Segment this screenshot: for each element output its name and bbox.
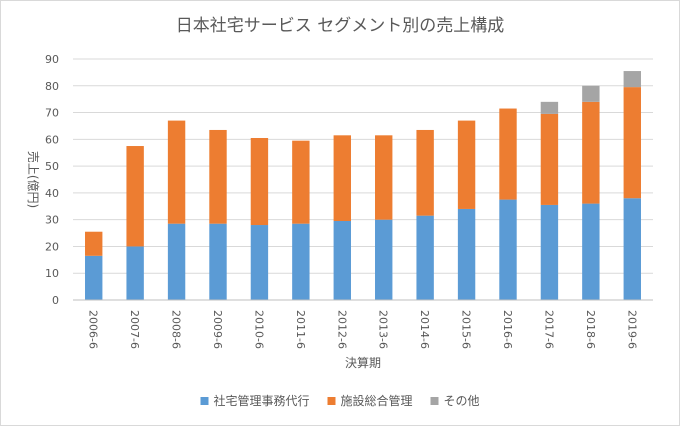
- x-tick-label: 2016-6: [501, 310, 514, 349]
- bar-segment: [209, 129, 227, 224]
- bars: [85, 71, 641, 300]
- bar-segment: [457, 120, 476, 209]
- y-tick-label: 10: [45, 267, 59, 280]
- y-tick-label: 50: [45, 160, 59, 173]
- bar-segment: [375, 219, 393, 300]
- bar-segment: [85, 255, 103, 300]
- gridlines: [73, 58, 653, 274]
- legend-label: 施設総合管理: [341, 393, 413, 408]
- legend-swatch: [327, 397, 336, 405]
- bar-segment: [85, 231, 103, 256]
- legend-swatch: [430, 397, 439, 405]
- bar-segment: [333, 221, 351, 300]
- bar-segment: [623, 198, 641, 300]
- x-tick-label: 2008-6: [170, 310, 183, 349]
- bar-segment: [623, 71, 641, 88]
- x-tick-label: 2007-6: [128, 310, 141, 349]
- y-tick-label: 20: [45, 240, 59, 253]
- legend: 社宅管理事務代行 施設総合管理 その他: [200, 393, 480, 408]
- bar-segment: [333, 135, 351, 222]
- x-tick-label: 2019-6: [625, 310, 638, 349]
- x-tick-label: 2017-6: [542, 310, 555, 349]
- bar-segment: [540, 101, 559, 114]
- bar-segment: [209, 223, 227, 300]
- chart-title: 日本社宅サービス セグメント別の売上構成: [175, 16, 505, 36]
- x-axis-title: 決算期: [345, 355, 381, 370]
- bar-segment: [457, 208, 476, 300]
- y-tick-label: 90: [45, 53, 59, 66]
- bar-segment: [416, 129, 434, 216]
- bar-segment: [582, 85, 600, 102]
- bar-segment: [582, 203, 600, 300]
- bar-segment: [375, 135, 393, 220]
- bar-segment: [126, 146, 144, 247]
- x-tick-label: 2015-6: [460, 310, 473, 349]
- y-tick-label: 80: [45, 80, 59, 93]
- x-tick-label: 2011-6: [294, 310, 307, 349]
- legend-swatch: [200, 397, 209, 405]
- x-tick-label: 2018-6: [584, 310, 597, 349]
- bar-segment: [540, 113, 559, 205]
- y-axis-title: 売上(億円): [26, 151, 41, 208]
- x-tick-label: 2006-6: [87, 310, 100, 349]
- y-tick-label: 70: [45, 107, 59, 120]
- legend-label: 社宅管理事務代行: [214, 393, 310, 408]
- bar-segment: [582, 101, 600, 204]
- x-axis-ticks: 2006-6 2007-6 2008-6 2009-6 2010-6 2011-6 2012…: [87, 310, 639, 349]
- x-tick-label: 2010-6: [252, 310, 265, 349]
- bar-segment: [292, 223, 310, 300]
- bar-segment: [250, 225, 269, 300]
- y-axis-ticks: 0 10 20 30 40 50 60 70 80 90: [45, 53, 59, 307]
- x-tick-label: 2012-6: [335, 310, 348, 349]
- legend-label: その他: [444, 394, 480, 408]
- y-tick-label: 0: [52, 294, 59, 307]
- bar-segment: [623, 87, 641, 199]
- bar-segment: [167, 223, 186, 300]
- bar-segment: [499, 108, 517, 200]
- y-tick-label: 30: [45, 214, 59, 227]
- bar-segment: [126, 246, 144, 300]
- bar-segment: [416, 215, 434, 300]
- bar-segment: [292, 140, 310, 224]
- bar-segment: [540, 204, 559, 300]
- x-tick-label: 2013-6: [377, 310, 390, 349]
- y-tick-label: 40: [45, 187, 59, 200]
- x-tick-label: 2014-6: [418, 310, 431, 349]
- y-tick-label: 60: [45, 133, 59, 146]
- bar-segment: [250, 137, 269, 226]
- bar-segment: [167, 120, 186, 224]
- bar-segment: [499, 199, 517, 300]
- x-tick-label: 2009-6: [211, 310, 224, 349]
